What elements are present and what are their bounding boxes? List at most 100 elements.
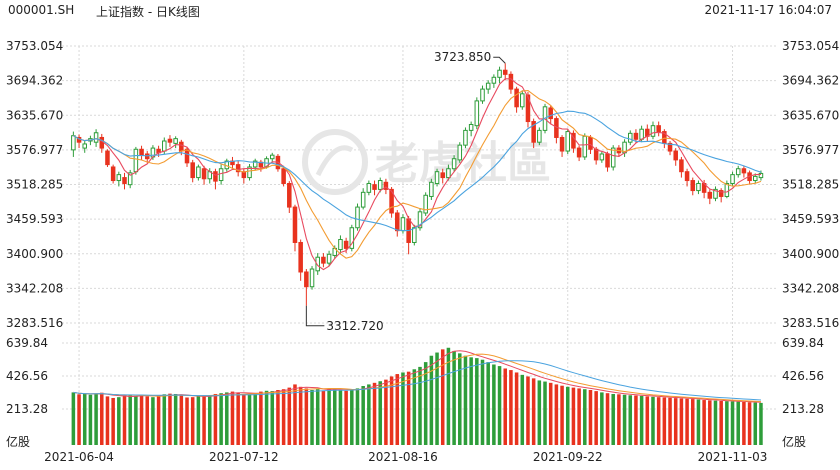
candle-body [269,154,275,160]
candle-body [201,168,207,180]
candle-body [122,177,127,184]
volume-bar [418,366,422,445]
candle-body [417,211,423,229]
volume-bar [480,359,485,445]
candle-body [144,153,150,160]
candle-body [252,160,258,168]
candle [144,151,150,163]
candle [508,71,514,94]
date-tick-label: 2021-09-22 [533,450,603,464]
volume-bar [435,352,439,445]
candle-body [93,132,99,143]
volume-bar [594,391,598,445]
volume-bar [469,357,473,445]
volume-bar [588,390,593,445]
candle [440,168,445,184]
date-tick-label: 2021-08-16 [368,450,438,464]
volume-bar [531,378,536,445]
volume-bar [492,364,496,445]
candle [429,178,434,201]
candle-body [360,191,366,208]
candle [599,151,605,163]
candle-body [696,182,701,192]
volume-bar [634,395,638,445]
high-annotation-label: 3723.850 [434,50,491,64]
candle [269,152,275,163]
candle-body [753,175,758,182]
candle-body [184,148,190,164]
candle-body [468,123,474,131]
candle-body [531,121,536,143]
candle-body [639,128,644,140]
candle [713,186,718,202]
candle-body [758,172,764,179]
volume-bar [333,389,337,445]
date-tick-label: 2021-06-04 [44,450,114,464]
candle [497,66,502,84]
volume-bar [611,393,615,445]
volume-bar [230,391,235,445]
candle-body [292,206,298,243]
volume-bar [372,382,377,445]
candle [690,177,696,196]
volume-bar [645,396,650,445]
volume-bar [560,385,564,445]
candle [395,210,400,237]
volume-bar [128,395,132,445]
candle [417,208,423,231]
volume-layer [71,347,763,445]
candle [650,121,656,140]
volume-bar [486,362,490,445]
candle [315,253,320,275]
candle-body [684,171,690,182]
volume-bar [122,395,127,445]
candle [679,156,684,178]
candle-body [713,188,718,199]
candle-body [434,171,440,184]
candle-body [343,240,349,249]
candle-body [196,166,201,179]
volume-bar [202,395,206,445]
candle [173,136,178,149]
candle-body [315,256,320,272]
volume-bar [162,394,167,445]
candle [656,121,661,137]
volume-bar [628,395,633,445]
volume-bar [71,392,76,445]
candle-body [673,150,678,161]
volume-bar [156,395,161,445]
candle [502,63,508,81]
volume-bar [583,389,587,445]
candle-body [690,180,696,192]
candle [474,97,480,130]
candle [531,118,536,149]
candle-body [735,168,741,176]
volume-bar [685,398,689,445]
candle-body [326,253,332,264]
volume-bar [662,397,667,445]
volume-bar [242,394,246,445]
candle [406,215,411,255]
candle [377,177,383,193]
candle [247,164,252,181]
watermark-text: 老虎社區 [375,138,551,189]
candle [372,180,377,196]
volume-bar [105,396,110,445]
volume-bar [168,393,172,445]
candle-body [497,69,502,78]
price-tick-label-right: 3635.670 [782,108,839,122]
candle-body [610,147,616,168]
volume-bar [406,371,411,445]
volume-bar [236,392,240,445]
volume-bar [293,384,297,445]
volume-bar [730,401,735,445]
volume-bar [440,349,445,445]
volume-bar [270,391,275,445]
volume-bar [247,393,252,445]
candle [582,133,588,160]
candle [298,239,303,281]
volume-bar [276,390,280,445]
candle [554,116,559,144]
candle-body [321,256,326,264]
candle [718,188,724,203]
